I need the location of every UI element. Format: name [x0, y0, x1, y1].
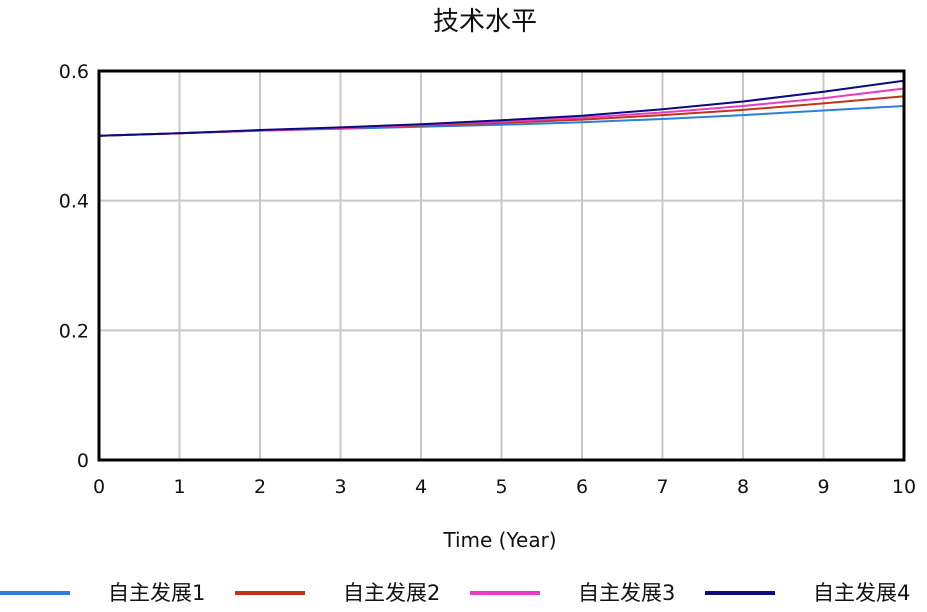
- y-tick-label: 0: [77, 450, 89, 472]
- x-tick-label: 7: [656, 476, 668, 498]
- grid-lines: [98, 70, 905, 461]
- y-axis-ticks: 0 0.2 0.4 0.6: [59, 61, 89, 472]
- x-axis-label: Time (Year): [442, 528, 556, 552]
- legend-label-4: 自主发展4: [813, 581, 910, 605]
- series-lines: [98, 79, 905, 137]
- x-tick-label: 1: [173, 476, 185, 498]
- x-tick-label: 10: [892, 476, 916, 498]
- x-tick-label: 8: [737, 476, 749, 498]
- x-tick-label: 4: [415, 476, 427, 498]
- x-tick-label: 0: [93, 476, 105, 498]
- chart-title: 技术水平: [433, 7, 537, 37]
- series-line-4: [98, 79, 905, 137]
- legend-label-3: 自主发展3: [578, 581, 675, 605]
- x-tick-label: 6: [576, 476, 588, 498]
- x-tick-label: 5: [495, 476, 507, 498]
- x-axis-ticks: 0 1 2 3 4 5 6 7 8 9 10: [93, 476, 916, 498]
- plot-frame: [97, 69, 906, 462]
- legend-label-2: 自主发展2: [343, 581, 440, 605]
- x-tick-label: 9: [817, 476, 829, 498]
- x-tick-label: 3: [334, 476, 346, 498]
- y-tick-label: 0.2: [59, 320, 89, 342]
- legend-label-1: 自主发展1: [108, 581, 205, 605]
- x-tick-label: 2: [254, 476, 266, 498]
- legend: 自主发展1 自主发展2 自主发展3 自主发展4: [0, 581, 910, 605]
- y-tick-label: 0.4: [59, 191, 89, 213]
- y-tick-label: 0.6: [59, 61, 89, 83]
